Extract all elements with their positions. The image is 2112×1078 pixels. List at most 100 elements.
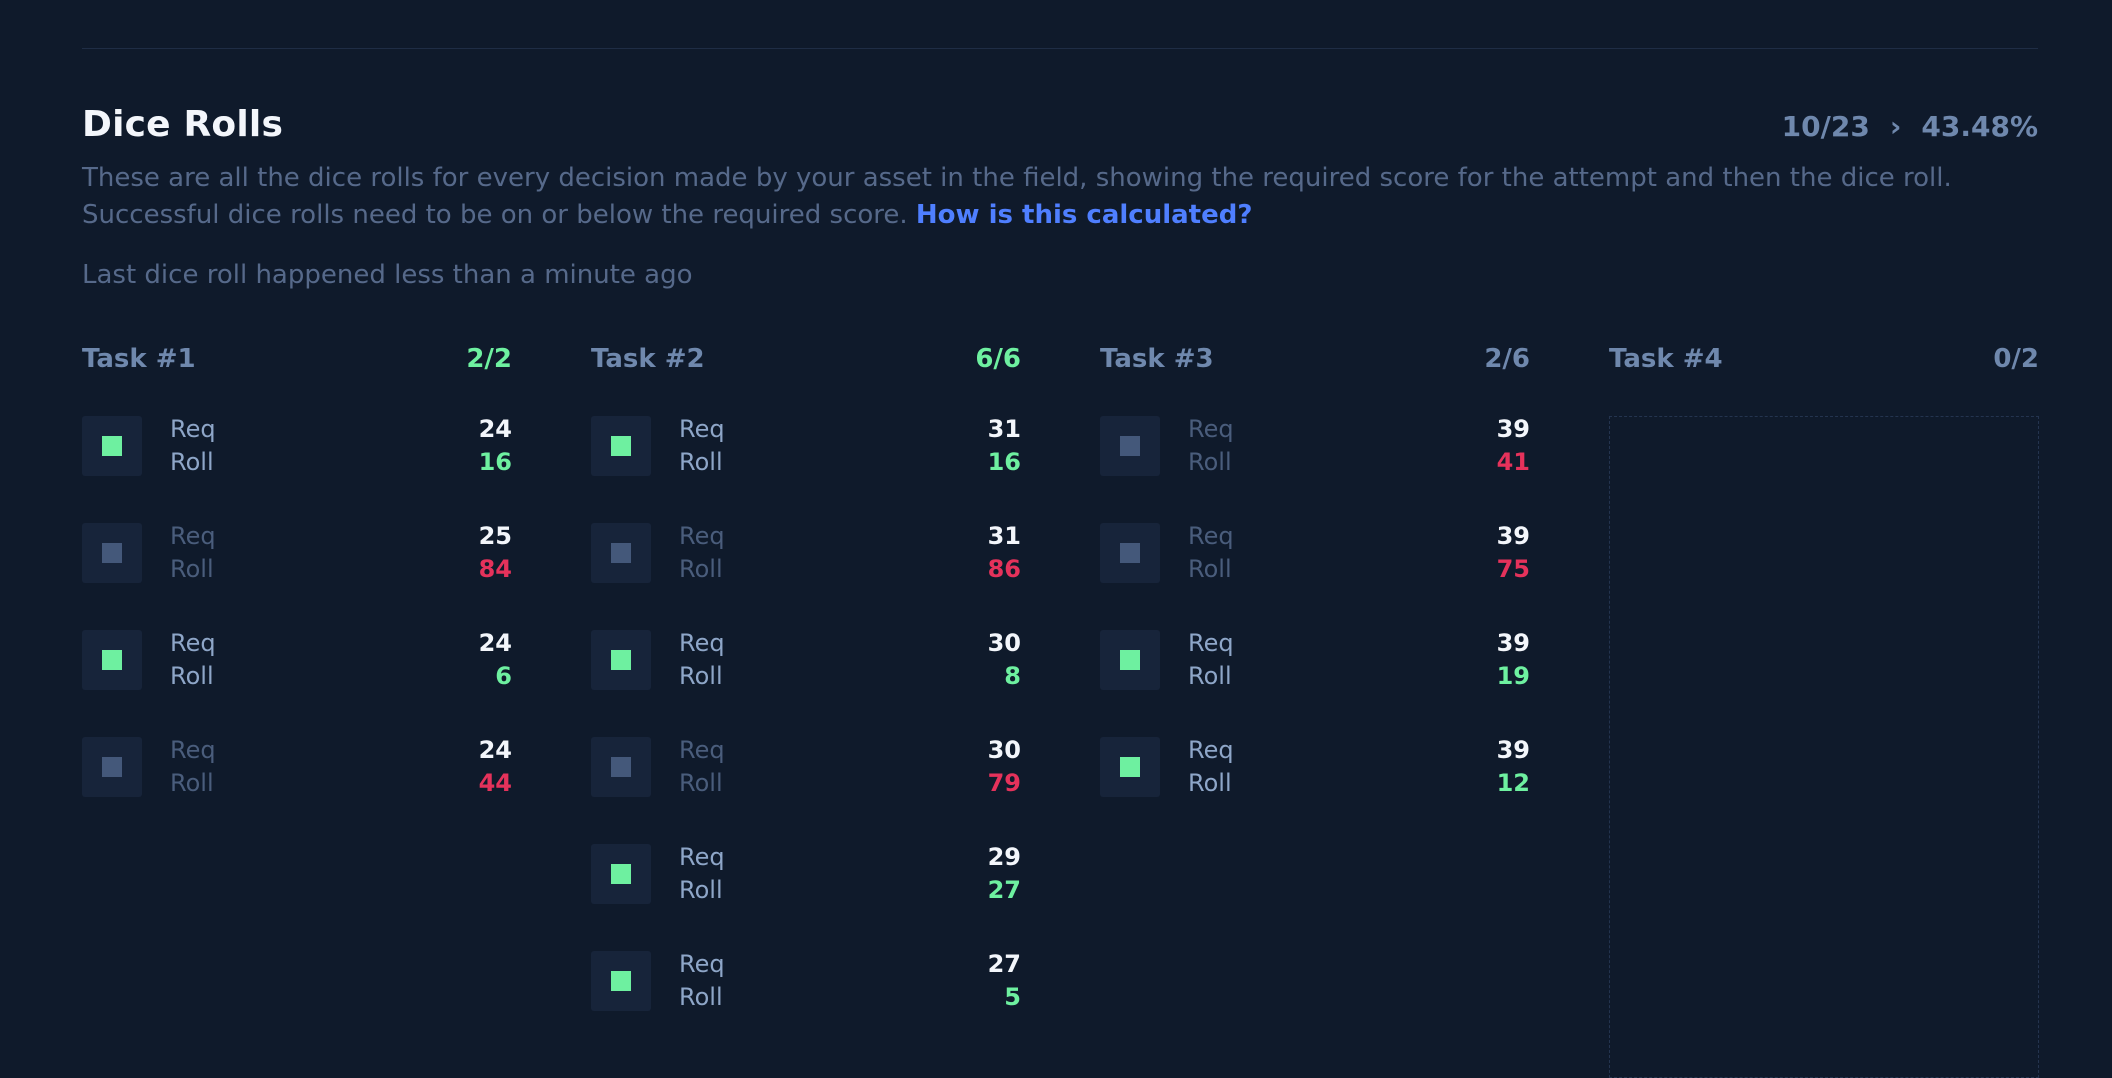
roll-label: Roll: [679, 555, 723, 583]
roll-list: Req Roll 31 16 Req Roll 31 86: [591, 413, 1021, 1058]
roll-value: 75: [1496, 555, 1530, 583]
roll-value: 44: [478, 769, 512, 797]
req-label: Req: [679, 736, 725, 764]
roll-values: 31 86: [988, 520, 1021, 586]
roll-values: 39 75: [1497, 520, 1530, 586]
req-label: Req: [170, 415, 216, 443]
roll-values: 30 8: [988, 627, 1021, 693]
req-label: Req: [170, 736, 216, 764]
roll-status-indicator: [1100, 416, 1160, 476]
req-label: Req: [1188, 522, 1234, 550]
dice-roll: Req Roll 39 12: [1100, 734, 1530, 844]
dice-roll: Req Roll 39 75: [1100, 520, 1530, 630]
dice-roll: Req Roll 31 16: [591, 413, 1021, 523]
roll-values: 39 19: [1497, 627, 1530, 693]
success-square-icon: [102, 650, 122, 670]
roll-labels: Req Roll: [1188, 627, 1234, 693]
dice-roll: Req Roll 29 27: [591, 841, 1021, 951]
roll-value: 84: [478, 555, 512, 583]
roll-status-indicator: [1100, 737, 1160, 797]
description: These are all the dice rolls for every d…: [82, 160, 2038, 234]
req-label: Req: [679, 950, 725, 978]
task-header: Task #4 0/2: [1609, 344, 2039, 380]
roll-value: 19: [1496, 662, 1530, 690]
roll-value: 6: [495, 662, 512, 690]
roll-values: 29 27: [988, 841, 1021, 907]
task-header: Task #1 2/2: [82, 344, 512, 380]
roll-value: 27: [987, 876, 1021, 904]
roll-value: 16: [987, 448, 1021, 476]
dice-roll: Req Roll 31 86: [591, 520, 1021, 630]
task-score: 0/2: [1993, 344, 2039, 374]
roll-values: 24 16: [479, 413, 512, 479]
roll-label: Roll: [170, 448, 214, 476]
roll-values: 25 84: [479, 520, 512, 586]
task-name: Task #4: [1609, 344, 1723, 374]
fail-square-icon: [611, 543, 631, 563]
roll-values: 39 12: [1497, 734, 1530, 800]
success-square-icon: [1120, 650, 1140, 670]
tasks-grid: Task #1 2/2 Req Roll 24 16 Req Roll: [82, 344, 2039, 1078]
roll-status-indicator: [1100, 630, 1160, 690]
dice-roll: Req Roll 24 44: [82, 734, 512, 844]
dice-roll: Req Roll 24 16: [82, 413, 512, 523]
req-value: 39: [1496, 522, 1530, 550]
success-square-icon: [611, 436, 631, 456]
overall-score: 10/23: [1781, 110, 1870, 143]
task-column-4: Task #4 0/2: [1609, 344, 2039, 1078]
roll-label: Roll: [679, 769, 723, 797]
roll-labels: Req Roll: [170, 734, 216, 800]
req-value: 24: [478, 629, 512, 657]
dice-roll: Req Roll 24 6: [82, 627, 512, 737]
req-value: 39: [1496, 629, 1530, 657]
fail-square-icon: [102, 757, 122, 777]
roll-list: Req Roll 39 41 Req Roll 39 75: [1100, 413, 1530, 844]
roll-value: 8: [1004, 662, 1021, 690]
dice-roll: Req Roll 25 84: [82, 520, 512, 630]
success-square-icon: [1120, 757, 1140, 777]
req-value: 31: [987, 415, 1021, 443]
req-label: Req: [679, 629, 725, 657]
roll-labels: Req Roll: [679, 948, 725, 1014]
roll-label: Roll: [170, 555, 214, 583]
roll-label: Roll: [679, 448, 723, 476]
roll-values: 24 6: [479, 627, 512, 693]
roll-status-indicator: [591, 523, 651, 583]
roll-status-indicator: [591, 630, 651, 690]
fail-square-icon: [102, 543, 122, 563]
roll-labels: Req Roll: [1188, 413, 1234, 479]
dice-rolls-header: Dice Rolls 10/23 › 43.48%: [82, 100, 2038, 160]
roll-labels: Req Roll: [1188, 520, 1234, 586]
dice-roll: Req Roll 27 5: [591, 948, 1021, 1058]
req-label: Req: [170, 522, 216, 550]
roll-labels: Req Roll: [170, 627, 216, 693]
task-score: 2/2: [466, 344, 512, 374]
roll-value: 86: [987, 555, 1021, 583]
roll-status-indicator: [82, 416, 142, 476]
task-name: Task #3: [1100, 344, 1214, 374]
req-label: Req: [1188, 629, 1234, 657]
roll-values: 31 16: [988, 413, 1021, 479]
roll-value: 5: [1004, 983, 1021, 1011]
req-value: 24: [478, 736, 512, 764]
fail-square-icon: [611, 757, 631, 777]
fail-square-icon: [1120, 543, 1140, 563]
req-value: 25: [478, 522, 512, 550]
roll-labels: Req Roll: [170, 520, 216, 586]
req-value: 30: [987, 736, 1021, 764]
roll-values: 24 44: [479, 734, 512, 800]
chevron-right-icon: ›: [1889, 110, 1902, 143]
task-header: Task #3 2/6: [1100, 344, 1530, 380]
task-name: Task #1: [82, 344, 196, 374]
roll-label: Roll: [679, 983, 723, 1011]
req-value: 31: [987, 522, 1021, 550]
roll-labels: Req Roll: [170, 413, 216, 479]
success-square-icon: [102, 436, 122, 456]
how-calculated-link[interactable]: How is this calculated?: [915, 200, 1253, 230]
req-label: Req: [1188, 736, 1234, 764]
success-square-icon: [611, 864, 631, 884]
roll-values: 39 41: [1497, 413, 1530, 479]
roll-label: Roll: [1188, 769, 1232, 797]
roll-status-indicator: [591, 951, 651, 1011]
task-column-3: Task #3 2/6 Req Roll 39 41 Req Roll: [1100, 344, 1530, 797]
